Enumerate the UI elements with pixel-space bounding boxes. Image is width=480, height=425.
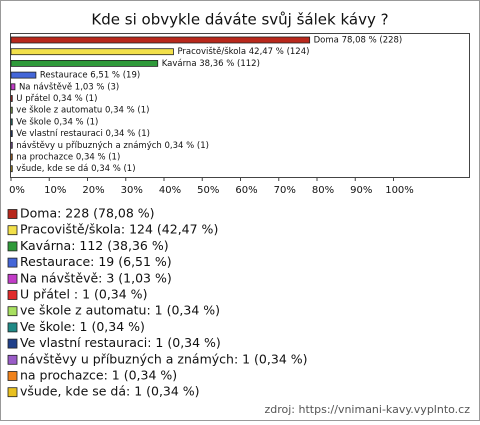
bar-label: ve škole z automatu 0,34 % (1) [16,105,149,116]
legend-label: návštěvy u příbuzných a známých: 1 (0,34… [20,351,308,366]
bar [10,48,174,56]
bar-label: na prochazce 0,34 % (1) [16,153,120,163]
bar [10,153,13,161]
plot-area [10,33,470,178]
bar-label: návštěvy u příbuzných a známých 0,34 % (… [16,140,209,151]
bar-label: Doma 78,08 % (228) [314,36,403,46]
x-tick-label: 10% [44,185,66,196]
legend-label: ve škole z automatu: 1 (0,34 %) [20,303,220,318]
legend-label: Ve škole: 1 (0,34 %) [20,319,145,334]
legend-label: Restaurace: 19 (6,51 %) [20,254,172,269]
bar-label: Pracoviště/škola 42,47 % (124) [177,46,309,57]
bar [10,36,311,44]
bar-label: U přátel 0,34 % (1) [16,94,97,104]
x-tick-label: 80% [312,185,334,196]
legend-label: na prochazce: 1 (0,34 %) [20,368,177,383]
legend-label: Kavárna: 112 (38,36 %) [20,238,169,253]
legend-label: Na návštěvě: 3 (1,03 %) [20,270,172,285]
x-tick-label: 70% [274,185,296,196]
chart-title: Kde si obvykle dáváte svůj šálek kávy ? [91,11,388,29]
legend-swatch [7,225,18,236]
bar [10,60,159,67]
bar [10,83,16,91]
x-tick-label: 50% [197,185,219,196]
bar [10,165,13,173]
legend-swatch [7,354,18,365]
legend-label: všude, kde se dá: 1 (0,34 %) [20,384,200,399]
legend-swatch [7,322,18,333]
x-tick-label: 40% [159,185,181,196]
legend-label: Ve vlastní restauraci: 1 (0,34 %) [20,335,221,350]
legend-swatch [7,387,18,398]
legend-label: U přátel : 1 (0,34 %) [20,287,147,302]
legend-swatch [7,371,18,381]
legend-label: Pracoviště/škola: 124 (42,47 %) [20,222,218,237]
legend-swatch [7,273,18,284]
bar [10,118,13,126]
bar-label: Kavárna 38,36 % (112) [162,59,260,69]
legend-swatch [7,338,18,349]
bar [10,71,37,79]
legend-swatch [7,257,18,268]
bar [10,95,13,102]
x-tick-label: 100% [385,185,414,196]
x-tick-label: 60% [235,185,257,196]
bar-label: Na návštěvě 1,03 % (3) [19,81,119,92]
x-tick-label: 0% [9,185,25,196]
bar [10,130,13,138]
bar [10,106,13,114]
source: zdroj: https://vnimani-kavy.vyplnto.cz [264,403,470,416]
x-tick-label: 90% [350,185,372,196]
legend-swatch [7,241,18,252]
legend-swatch [7,306,18,317]
bar-label: Ve vlastní restauraci 0,34 % (1) [16,129,150,139]
bar-label: Ve škole 0,34 % (1) [16,116,98,127]
x-tick-label: 20% [82,185,104,196]
x-tick-label: 30% [121,185,143,196]
legend-swatch [7,290,18,300]
legend-swatch [7,209,18,219]
bar-label: Restaurace 6,51 % (19) [40,71,140,81]
bar-label: všude, kde se dá 0,34 % (1) [16,163,135,174]
bar [10,141,13,149]
legend-label: Doma: 228 (78,08 %) [20,206,155,221]
